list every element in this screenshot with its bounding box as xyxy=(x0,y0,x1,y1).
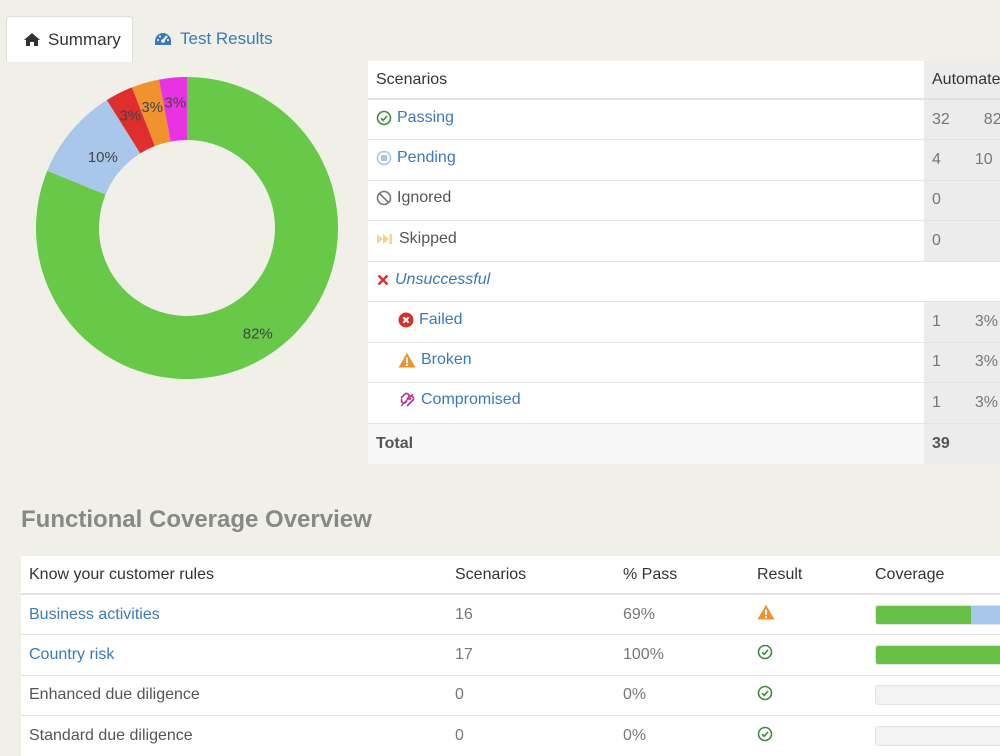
total-count: 39 xyxy=(932,435,950,452)
home-icon xyxy=(23,32,41,47)
coverage-row: Country risk 17 100% xyxy=(21,635,1000,676)
check-circle-icon xyxy=(757,685,773,701)
fast-forward-icon xyxy=(376,232,394,246)
results-donut-chart: 82%10%3%3%3% xyxy=(20,62,360,392)
pending-circle-icon xyxy=(376,150,392,166)
tab-bar: Summary Test Results xyxy=(0,0,1000,62)
donut-svg: 82%10%3%3%3% xyxy=(20,62,360,392)
pending-count: 4 xyxy=(932,151,941,169)
coverage-header-rules: Know your customer rules xyxy=(21,556,447,594)
summary-row-failed: Failed 1 3% xyxy=(368,302,1000,343)
failed-count: 1 xyxy=(932,313,941,331)
summary-row-passing: Passing 32 82 xyxy=(368,99,1000,140)
passing-link[interactable]: Passing xyxy=(397,109,454,127)
coverage-bar xyxy=(875,645,1000,665)
scenario-summary-table: Scenarios Automate Passing 32 82 Pending … xyxy=(368,61,1000,464)
broken-percent: 3% xyxy=(975,353,998,371)
broken-count: 1 xyxy=(932,353,941,371)
summary-total-row: Total 39 xyxy=(368,423,1000,464)
dashboard-icon xyxy=(153,31,173,47)
coverage-header-scenarios: Scenarios xyxy=(447,556,615,594)
skipped-label: Skipped xyxy=(399,230,457,248)
check-circle-icon xyxy=(376,110,392,126)
coverage-row: Enhanced due diligence 0 0% xyxy=(21,675,1000,716)
coverage-table: Know your customer rules Scenarios % Pas… xyxy=(21,556,1000,756)
summary-row-ignored: Ignored 0 xyxy=(368,180,1000,221)
summary-row-compromised: Compromised 1 3% xyxy=(368,383,1000,424)
skipped-count: 0 xyxy=(932,232,941,249)
coverage-row-pass: 69% xyxy=(615,594,749,635)
summary-row-unsuccessful: Unsuccessful xyxy=(368,261,1000,302)
pending-percent: 10 xyxy=(975,151,993,169)
summary-row-broken: Broken 1 3% xyxy=(368,342,1000,383)
coverage-row-name[interactable]: Country risk xyxy=(29,646,114,663)
header-scenarios: Scenarios xyxy=(368,61,924,99)
donut-label-passing: 82% xyxy=(243,325,273,342)
coverage-bar xyxy=(875,685,1000,705)
compromised-link[interactable]: Compromised xyxy=(421,391,521,409)
coverage-bar-pending xyxy=(971,606,1000,624)
check-circle-icon xyxy=(757,726,773,742)
coverage-row-scenarios: 16 xyxy=(447,594,615,635)
ignored-label: Ignored xyxy=(397,189,451,207)
coverage-title: Functional Coverage Overview xyxy=(21,506,372,534)
header-automated: Automate xyxy=(924,61,1000,99)
broken-link-icon xyxy=(398,391,416,409)
summary-header-row: Scenarios Automate xyxy=(368,61,1000,99)
coverage-header-pass: % Pass xyxy=(615,556,749,594)
tab-summary[interactable]: Summary xyxy=(6,16,133,62)
pending-link[interactable]: Pending xyxy=(397,149,456,167)
warning-triangle-icon xyxy=(398,352,416,368)
passing-count: 32 xyxy=(932,111,950,129)
tab-test-results[interactable]: Test Results xyxy=(137,16,289,62)
tab-test-results-label: Test Results xyxy=(180,29,273,49)
coverage-header-coverage: Coverage xyxy=(867,556,1000,594)
warning-triangle-icon xyxy=(757,604,775,620)
donut-label-broken: 3% xyxy=(141,99,163,116)
coverage-bar xyxy=(875,726,1000,746)
check-circle-icon xyxy=(757,644,773,660)
total-label: Total xyxy=(376,435,413,452)
coverage-bar xyxy=(875,605,1000,625)
summary-row-skipped: Skipped 0 xyxy=(368,221,1000,262)
compromised-count: 1 xyxy=(932,394,941,412)
passing-percent: 82 xyxy=(984,111,1000,129)
failed-link[interactable]: Failed xyxy=(419,311,463,329)
ignored-count: 0 xyxy=(932,191,941,208)
coverage-row-scenarios: 17 xyxy=(447,635,615,676)
coverage-row-name: Enhanced due diligence xyxy=(21,675,447,716)
failed-percent: 3% xyxy=(975,313,998,331)
donut-label-pending: 10% xyxy=(88,149,118,166)
summary-row-pending: Pending 4 10 xyxy=(368,140,1000,181)
coverage-bar-pass xyxy=(876,646,1000,664)
donut-label-compromised: 3% xyxy=(164,95,186,112)
donut-label-failed: 3% xyxy=(119,107,141,124)
coverage-header-row: Know your customer rules Scenarios % Pas… xyxy=(21,556,1000,594)
broken-link[interactable]: Broken xyxy=(421,351,472,369)
ban-icon xyxy=(376,190,392,206)
coverage-row-pass: 100% xyxy=(615,635,749,676)
compromised-percent: 3% xyxy=(975,394,998,412)
coverage-row: Business activities 16 69% xyxy=(21,594,1000,635)
unsuccessful-link[interactable]: Unsuccessful xyxy=(395,271,490,289)
tab-summary-label: Summary xyxy=(48,30,121,50)
coverage-header-result: Result xyxy=(749,556,867,594)
coverage-row-name[interactable]: Business activities xyxy=(29,606,160,623)
coverage-row-scenarios: 0 xyxy=(447,675,615,716)
x-icon xyxy=(376,273,390,287)
coverage-row-pass: 0% xyxy=(615,675,749,716)
coverage-bar-pass xyxy=(876,606,971,624)
x-circle-icon xyxy=(398,312,414,328)
